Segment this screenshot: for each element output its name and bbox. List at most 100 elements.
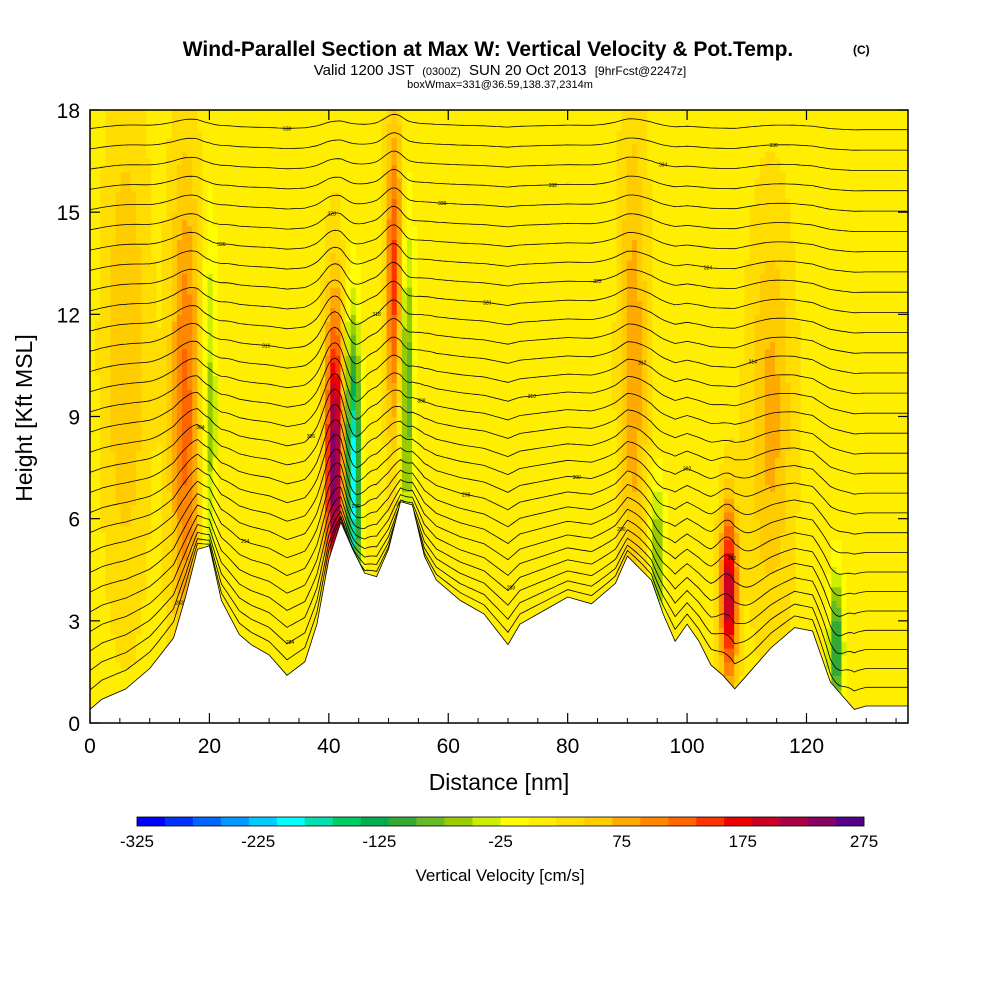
w-cell [171, 266, 178, 275]
w-cell [146, 525, 152, 533]
w-cell [360, 157, 367, 166]
w-cell [294, 634, 301, 642]
w-cell [130, 239, 137, 247]
w-cell [350, 218, 357, 227]
w-cell [110, 382, 117, 390]
w-cell [304, 225, 311, 234]
w-cell [105, 505, 112, 513]
w-cell [136, 402, 142, 411]
w-cell [289, 457, 296, 465]
w-cell [360, 355, 367, 363]
w-cell [320, 470, 326, 479]
w-cell [207, 341, 214, 349]
w-cell [320, 184, 326, 193]
w-cell [228, 382, 234, 390]
w-cell [95, 273, 101, 281]
w-cell [345, 212, 352, 220]
w-cell [90, 511, 96, 520]
w-cell [335, 259, 342, 268]
w-cell [355, 334, 362, 343]
w-cell [274, 273, 280, 281]
w-cell [212, 518, 219, 527]
w-cell [258, 334, 265, 343]
w-cell [284, 484, 290, 493]
w-cell [176, 498, 183, 506]
w-cell [222, 402, 229, 411]
w-cell [202, 484, 209, 493]
w-cell [248, 498, 255, 506]
w-cell [355, 191, 362, 200]
w-cell [125, 423, 132, 431]
w-cell [95, 253, 101, 261]
w-cell [120, 307, 127, 315]
w-cell [243, 416, 250, 424]
w-cell [355, 205, 362, 213]
w-cell [243, 341, 250, 349]
w-cell [212, 511, 219, 520]
w-cell [90, 436, 96, 445]
w-cell [253, 464, 260, 472]
w-cell [355, 505, 362, 513]
w-cell [156, 614, 163, 622]
w-cell [120, 545, 127, 554]
w-cell [120, 123, 127, 132]
w-cell [90, 695, 96, 704]
w-cell [243, 423, 250, 431]
w-cell [330, 334, 336, 343]
w-cell [197, 212, 204, 220]
w-cell [130, 327, 137, 336]
w-cell [284, 648, 290, 656]
w-cell [161, 218, 168, 227]
w-cell [125, 239, 132, 247]
w-cell [294, 218, 301, 227]
w-cell [360, 396, 367, 404]
w-cell [350, 130, 357, 138]
w-cell [360, 246, 367, 254]
w-cell [105, 300, 112, 309]
w-cell [90, 702, 96, 710]
w-cell [146, 287, 152, 295]
w-cell [156, 137, 163, 145]
w-cell [197, 205, 204, 213]
w-cell [238, 123, 244, 132]
w-cell [105, 593, 112, 601]
w-cell [146, 552, 152, 561]
w-cell [125, 341, 132, 349]
w-cell [228, 198, 234, 206]
w-cell [253, 184, 260, 193]
w-cell [202, 300, 209, 309]
w-cell [125, 402, 132, 411]
w-cell [268, 627, 275, 636]
w-cell [100, 648, 106, 656]
w-cell [366, 123, 372, 132]
w-cell [120, 614, 127, 622]
w-cell [268, 477, 275, 486]
w-cell [345, 314, 352, 322]
w-cell [268, 648, 275, 656]
w-cell [279, 627, 285, 636]
w-cell [284, 627, 290, 636]
w-cell [176, 327, 183, 336]
w-cell [125, 470, 132, 479]
w-cell [294, 178, 301, 186]
w-cell [182, 484, 188, 493]
w-cell [207, 116, 214, 125]
w-cell [120, 212, 127, 220]
w-cell [248, 334, 255, 343]
w-cell [222, 389, 229, 397]
w-cell [294, 246, 301, 254]
w-cell [289, 586, 296, 595]
w-cell [248, 614, 255, 622]
w-cell [294, 389, 301, 397]
w-cell [268, 348, 275, 356]
w-cell [304, 545, 311, 554]
w-cell [279, 436, 285, 445]
w-cell [192, 334, 198, 343]
w-cell [141, 600, 147, 608]
w-cell [228, 532, 234, 540]
w-cell [212, 157, 219, 166]
w-cell [171, 539, 178, 547]
w-cell [120, 423, 127, 431]
w-cell [125, 314, 132, 322]
w-cell [146, 157, 152, 166]
